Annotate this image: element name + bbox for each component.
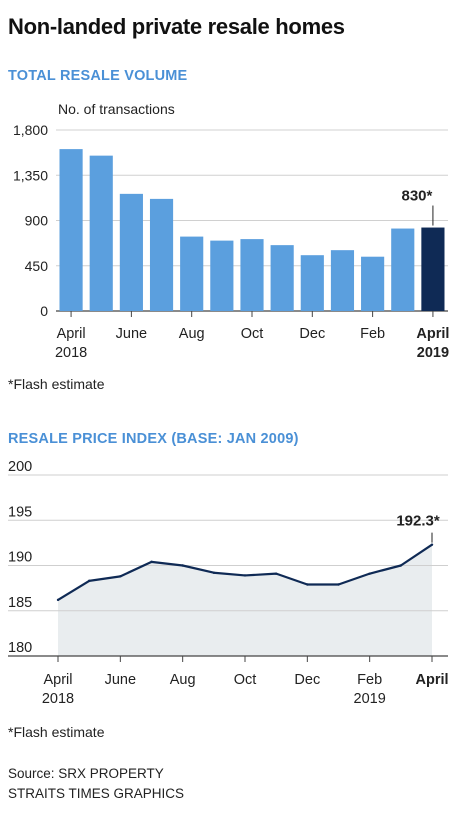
x-tick-label: Dec [299, 326, 325, 342]
volume-y-axis-label: No. of transactions [58, 101, 175, 117]
price-index-y-tick-labels: 180 185 190 195 200 [8, 459, 32, 656]
price-index-footnote: *Flash estimate [8, 724, 105, 740]
price-index-annotation: 192.3* [396, 513, 440, 543]
x-tick-label: Oct [234, 672, 257, 688]
annotation-label: 192.3* [396, 513, 440, 530]
x-tick-label: 2018 [42, 691, 74, 707]
bar [149, 198, 174, 311]
source-line: Source: SRX PROPERTY [8, 766, 164, 781]
volume-annotation: 830* [401, 188, 434, 226]
price-index-chart: 180 185 190 195 200 April 2018 June Aug Oct Dec Fe… [8, 459, 449, 707]
volume-x-tick-labels: April 2018 June Aug Oct Dec Feb April 2019 [55, 311, 449, 361]
source-credits: Source: SRX PROPERTY STRAITS TIMES GRAPH… [8, 764, 184, 804]
data-point [181, 564, 184, 567]
x-tick-label: 2019 [354, 691, 386, 707]
x-tick-label: 2018 [55, 345, 87, 361]
y-tick-label: 190 [8, 550, 32, 566]
bar [300, 255, 324, 311]
volume-chart: No. of transactions 0 450 900 1,350 1,800 Ap… [13, 101, 449, 361]
bar [240, 239, 264, 311]
annotation-label: 830* [401, 188, 432, 205]
y-tick-label: 195 [8, 504, 32, 520]
volume-y-tick-labels: 0 450 900 1,350 1,800 [13, 122, 48, 319]
y-tick-label: 185 [8, 595, 32, 611]
credit-line: STRAITS TIMES GRAPHICS [8, 786, 185, 801]
data-point [150, 560, 153, 564]
y-tick-label: 180 [8, 640, 32, 656]
page-title: Non-landed private resale homes [8, 14, 345, 39]
x-tick-label: Dec [294, 672, 320, 688]
data-point [56, 598, 60, 602]
area-fill [58, 544, 432, 656]
bar [180, 236, 204, 311]
x-tick-label: April [43, 672, 72, 688]
y-tick-label: 450 [25, 258, 49, 274]
x-tick-label: June [116, 326, 147, 342]
bar [210, 240, 234, 311]
data-point [119, 575, 122, 578]
data-point [243, 574, 247, 577]
price-index-area [58, 544, 432, 656]
price-index-line [56, 543, 434, 602]
data-point [399, 564, 403, 567]
x-tick-label: April [57, 326, 86, 342]
price-index-chart-title: RESALE PRICE INDEX (BASE: JAN 2009) [8, 431, 299, 447]
x-tick-label: April [415, 672, 448, 688]
bar [361, 256, 385, 311]
y-tick-label: 200 [8, 459, 32, 475]
bar [89, 155, 113, 311]
x-tick-label: Aug [179, 326, 205, 342]
y-tick-label: 1,350 [13, 167, 48, 183]
data-point [337, 583, 340, 586]
x-tick-label: Oct [241, 326, 264, 342]
data-point [430, 543, 434, 546]
bar [270, 245, 294, 311]
data-point [306, 583, 309, 586]
bar [59, 149, 83, 311]
bar [330, 250, 355, 311]
volume-bars [59, 149, 445, 311]
x-tick-label: June [105, 672, 136, 688]
x-tick-label: 2019 [417, 345, 449, 361]
data-point [274, 572, 278, 575]
price-index-x-tick-labels: April 2018 June Aug Oct Dec Feb 2019 April [42, 656, 449, 707]
volume-chart-title: TOTAL RESALE VOLUME [8, 68, 188, 84]
x-tick-label: Feb [357, 672, 382, 688]
price-index-gridlines [8, 474, 448, 657]
data-point [87, 579, 91, 583]
bar [391, 228, 415, 311]
data-point [212, 571, 216, 574]
bar [119, 193, 143, 311]
x-tick-label: April [416, 326, 449, 342]
volume-footnote: *Flash estimate [8, 376, 105, 392]
y-tick-label: 900 [25, 213, 49, 229]
y-tick-label: 1,800 [13, 122, 48, 138]
y-tick-label: 0 [40, 303, 48, 319]
bar [421, 227, 445, 311]
x-tick-label: Feb [360, 326, 385, 342]
x-tick-label: Aug [170, 672, 196, 688]
data-point [368, 572, 371, 575]
